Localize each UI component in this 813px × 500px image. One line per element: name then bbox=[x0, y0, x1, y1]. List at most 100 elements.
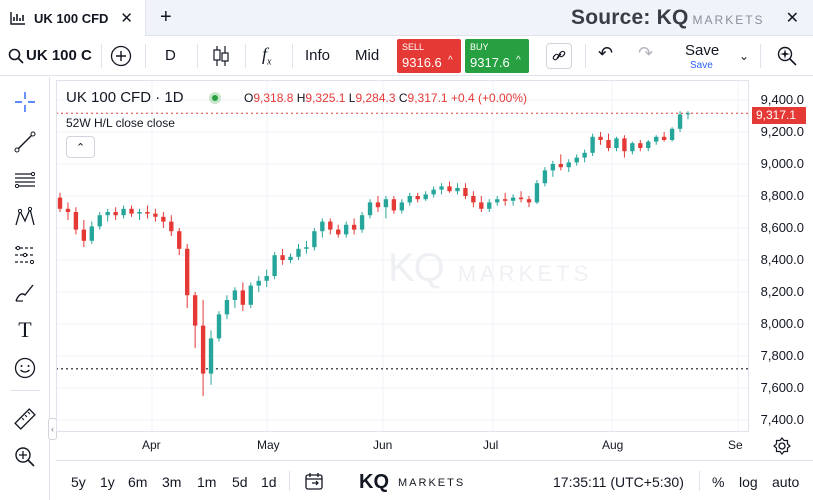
link-button[interactable] bbox=[546, 43, 572, 69]
market-status-icon bbox=[209, 92, 221, 104]
add-symbol-icon[interactable] bbox=[110, 45, 132, 67]
time-axis-label: May bbox=[257, 438, 280, 452]
candles-icon[interactable] bbox=[212, 45, 230, 67]
emoji-tool[interactable] bbox=[10, 353, 40, 383]
candle-body bbox=[638, 143, 643, 148]
tab-close-icon[interactable]: ✕ bbox=[120, 10, 133, 27]
buy-button[interactable]: BUY 9317.6 ^ bbox=[465, 39, 529, 73]
price-axis[interactable]: 9,400.0 9,200.0 9,000.0 8,800.0 8,600.0 8,400… bbox=[749, 80, 813, 432]
text-icon: T bbox=[18, 317, 32, 342]
quick-search-icon[interactable] bbox=[776, 45, 798, 67]
chart-watermark-brand: KQ bbox=[388, 246, 445, 290]
brand-suffix: MARKETS bbox=[398, 477, 466, 489]
text-tool[interactable]: T bbox=[10, 315, 40, 345]
range-5d[interactable]: 5d bbox=[232, 474, 248, 490]
candle-body bbox=[431, 189, 436, 195]
settings-icon[interactable] bbox=[773, 437, 791, 455]
indicators-icon[interactable]: fx bbox=[262, 44, 272, 68]
open-label: O bbox=[244, 91, 254, 105]
last-price-tag: 9,317.1 bbox=[752, 107, 806, 124]
range-1d[interactable]: 1d bbox=[261, 474, 277, 490]
candle-body bbox=[216, 314, 222, 339]
brush-tool[interactable] bbox=[10, 278, 40, 308]
zoom-tool[interactable] bbox=[10, 442, 40, 472]
range-5y[interactable]: 5y bbox=[71, 474, 86, 490]
buy-label: BUY bbox=[470, 42, 489, 52]
price-axis-label: 8,600.0 bbox=[760, 220, 804, 235]
price-axis-label: 8,800.0 bbox=[760, 188, 804, 203]
candle-body bbox=[65, 208, 71, 212]
sell-label: SELL bbox=[402, 42, 425, 52]
sell-button[interactable]: SELL 9316.6 ^ bbox=[397, 39, 461, 73]
save-button[interactable]: Save bbox=[685, 42, 720, 59]
mid-button[interactable]: Mid bbox=[355, 47, 380, 64]
close-label: C bbox=[398, 91, 408, 105]
candle-body bbox=[471, 196, 476, 203]
auto-toggle[interactable]: auto bbox=[772, 474, 800, 490]
undo-icon[interactable]: ↶ bbox=[598, 43, 614, 63]
sell-up-icon: ^ bbox=[448, 55, 453, 66]
brand-logo: KQ bbox=[359, 471, 389, 493]
candle-body bbox=[121, 208, 126, 216]
new-tab-button[interactable]: + bbox=[160, 6, 172, 28]
pattern-tool[interactable] bbox=[10, 202, 40, 232]
candle-body bbox=[479, 202, 484, 209]
candle-body bbox=[606, 140, 611, 148]
candle-body bbox=[502, 199, 508, 201]
trendline-tool[interactable] bbox=[10, 127, 40, 157]
log-toggle[interactable]: log bbox=[739, 474, 758, 490]
candle-body bbox=[105, 212, 110, 216]
range-3m[interactable]: 3m bbox=[162, 474, 182, 490]
top-toolbar: UK 100 C D fx Info Mid SELL 9316.6 ^ BUY… bbox=[0, 36, 813, 76]
symbol-search-input[interactable]: UK 100 C bbox=[26, 47, 92, 64]
trendline-icon bbox=[14, 131, 36, 153]
tab-title: UK 100 CFD bbox=[34, 10, 109, 26]
legend-collapse-button[interactable]: ⌃ bbox=[66, 136, 95, 158]
high-label: H bbox=[296, 91, 306, 105]
redo-icon[interactable]: ↷ bbox=[638, 43, 654, 63]
candle-body bbox=[646, 141, 651, 148]
candle-body bbox=[304, 247, 309, 249]
candle-body bbox=[336, 229, 341, 235]
ruler-tool[interactable] bbox=[10, 404, 40, 434]
clock-time[interactable]: 17:35:11 (UTC+5:30) bbox=[553, 474, 684, 490]
brush-icon bbox=[15, 284, 34, 302]
chart-watermark: KQ MARKETS bbox=[388, 246, 592, 291]
candle-body bbox=[439, 186, 444, 190]
chart-tab-icon bbox=[10, 12, 25, 25]
interval-selector[interactable]: D bbox=[165, 47, 176, 64]
candle-body bbox=[582, 152, 587, 158]
source-label: Source: bbox=[571, 6, 651, 29]
range-1m[interactable]: 1m bbox=[197, 474, 217, 490]
tab-uk100[interactable]: UK 100 CFD ✕ bbox=[0, 0, 146, 36]
range-6m[interactable]: 6m bbox=[128, 474, 148, 490]
goto-date-icon[interactable] bbox=[304, 471, 324, 491]
candle-body bbox=[590, 136, 595, 153]
buy-price: 9317.6 bbox=[470, 55, 510, 70]
window-close-icon[interactable]: ✕ bbox=[785, 10, 799, 27]
fib-tool[interactable] bbox=[10, 165, 40, 195]
save-dropdown-icon[interactable]: ⌄ bbox=[739, 49, 750, 63]
projection-tool[interactable] bbox=[10, 240, 40, 270]
candle-body bbox=[328, 221, 333, 230]
price-chart[interactable] bbox=[56, 80, 749, 432]
bottom-bar: 5y 1y 6m 3m 1m 5d 1d KQ MARKETS 17:35:11… bbox=[56, 460, 813, 500]
tab-bar: UK 100 CFD ✕ + Source: KQ MARKETS ✕ bbox=[0, 0, 813, 36]
candle-body bbox=[598, 136, 603, 140]
crosshair-tool[interactable] bbox=[10, 87, 40, 117]
candle-body bbox=[57, 197, 63, 209]
percent-toggle[interactable]: % bbox=[712, 474, 725, 490]
candle-body bbox=[73, 212, 79, 230]
candle-body bbox=[264, 276, 269, 281]
save-sublabel: Save bbox=[690, 60, 713, 71]
candle-body bbox=[129, 208, 134, 214]
candle-body bbox=[312, 231, 317, 248]
range-1y[interactable]: 1y bbox=[100, 474, 115, 490]
time-axis-label: Aug bbox=[602, 438, 624, 452]
info-button[interactable]: Info bbox=[305, 47, 331, 64]
smiley-icon bbox=[14, 357, 36, 379]
candle-body bbox=[526, 199, 532, 203]
time-axis-label: Jul bbox=[483, 438, 499, 452]
indicator-label[interactable]: 52W H/L close close bbox=[66, 116, 175, 130]
time-axis[interactable]: Apr May Jun Jul Aug Se bbox=[56, 432, 749, 458]
